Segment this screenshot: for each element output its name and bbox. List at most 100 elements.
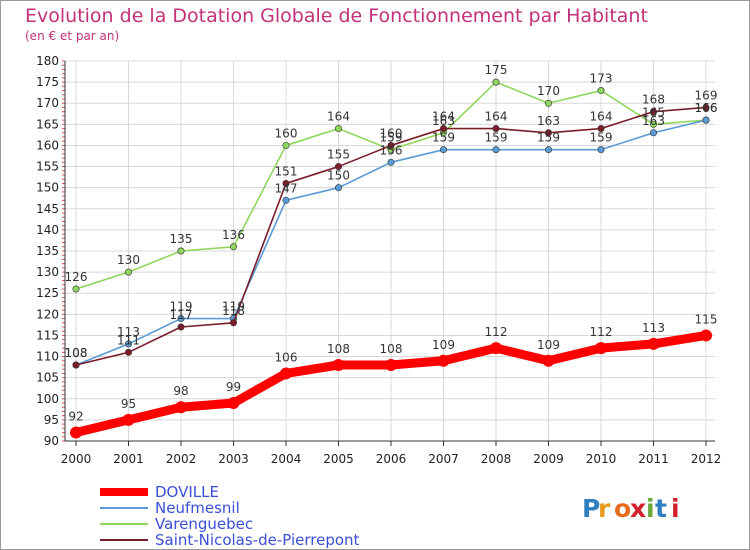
x-tick-label: 2011 [638, 452, 669, 466]
series-lines [70, 78, 712, 439]
data-label: 115 [695, 312, 718, 326]
data-label: 113 [117, 325, 140, 339]
data-label: 112 [590, 325, 613, 339]
data-point [439, 125, 447, 133]
y-tick-label: 160 [36, 138, 59, 152]
y-tick-label: 170 [36, 96, 59, 110]
data-point [702, 116, 710, 124]
data-label: 159 [485, 131, 508, 145]
y-tick-label: 120 [36, 307, 59, 321]
data-point [387, 158, 395, 166]
data-label: 163 [537, 114, 560, 128]
data-label: 164 [485, 110, 508, 124]
y-tick-label: 125 [36, 286, 59, 300]
x-tick-label: 2010 [586, 452, 617, 466]
data-label: 117 [170, 308, 193, 322]
data-label: 130 [117, 253, 140, 267]
data-point [125, 348, 133, 356]
y-tick-label: 100 [36, 392, 59, 406]
data-label: 164 [327, 110, 350, 124]
y-tick-label: 95 [44, 413, 59, 427]
data-point [334, 184, 342, 192]
data-point [649, 108, 657, 116]
data-point [492, 125, 500, 133]
chart-title: Evolution de la Dotation Globale de Fonc… [25, 5, 648, 27]
data-label: 98 [173, 384, 188, 398]
data-label: 119 [170, 300, 193, 314]
data-label: 160 [380, 126, 403, 140]
data-label: 109 [432, 338, 455, 352]
logo-letter: t [655, 494, 667, 523]
y-tick-label: 90 [44, 434, 59, 448]
data-point [597, 125, 605, 133]
data-point [490, 342, 502, 355]
data-label: 119 [222, 300, 245, 314]
data-label: 159 [590, 131, 613, 145]
y-tick-label: 145 [36, 202, 59, 216]
data-label: 159 [380, 131, 403, 145]
data-point [544, 99, 552, 107]
y-tick-label: 130 [36, 265, 59, 279]
logo-letter: x [630, 494, 646, 523]
legend-label: DOVILLE [155, 483, 219, 501]
data-label: 111 [117, 333, 140, 347]
logo-letter: i [671, 494, 680, 523]
x-tick-label: 2005 [323, 452, 354, 466]
data-label: 109 [537, 338, 560, 352]
x-tick-label: 2004 [271, 452, 302, 466]
data-point [334, 125, 342, 133]
data-point [542, 354, 555, 367]
data-point [437, 354, 450, 367]
data-point [72, 285, 80, 293]
legend-label: Neufmesnil [155, 499, 240, 517]
data-label: 108 [327, 342, 350, 356]
data-point [492, 78, 500, 86]
y-tick-label: 105 [36, 371, 59, 385]
data-point [702, 103, 710, 111]
data-point [595, 342, 607, 355]
data-label: 163 [432, 114, 455, 128]
data-label: 173 [590, 72, 613, 86]
data-point [282, 196, 290, 204]
data-point [544, 146, 552, 154]
data-point [175, 401, 187, 414]
data-label: 99 [226, 380, 241, 394]
data-label: 166 [695, 101, 718, 115]
y-tick-label: 155 [36, 160, 59, 174]
legend-label: Saint-Nicolas-de-Pierrepont [155, 531, 360, 549]
data-label: 155 [327, 148, 350, 162]
data-point [230, 319, 238, 327]
data-label: 159 [432, 131, 455, 145]
y-tick-label: 110 [36, 350, 59, 364]
data-label: 159 [537, 131, 560, 145]
data-label: 165 [642, 105, 665, 119]
data-label: 92 [68, 410, 83, 424]
logo-letter: P [582, 494, 600, 523]
data-point [177, 315, 185, 323]
data-label: 166 [695, 101, 718, 115]
data-point [125, 340, 133, 348]
data-point [492, 146, 500, 154]
data-label: 164 [432, 110, 455, 124]
data-label: 126 [65, 270, 88, 284]
data-point [649, 129, 657, 137]
data-point [649, 120, 657, 128]
x-tick-label: 2000 [61, 452, 92, 466]
chart-subtitle: (en € et par an) [25, 29, 119, 43]
data-point [177, 247, 185, 255]
data-label: 136 [222, 228, 245, 242]
data-point [387, 141, 395, 149]
y-tick-label: 175 [36, 75, 59, 89]
data-label: 156 [380, 143, 403, 157]
y-tick-label: 140 [36, 223, 59, 237]
data-point [332, 359, 345, 371]
legend-label: Varenguebec [155, 515, 253, 533]
x-tick-label: 2008 [481, 452, 512, 466]
data-point [282, 179, 290, 187]
y-tick-label: 180 [36, 54, 59, 68]
y-tick-label: 135 [36, 244, 59, 258]
data-point [227, 397, 240, 409]
